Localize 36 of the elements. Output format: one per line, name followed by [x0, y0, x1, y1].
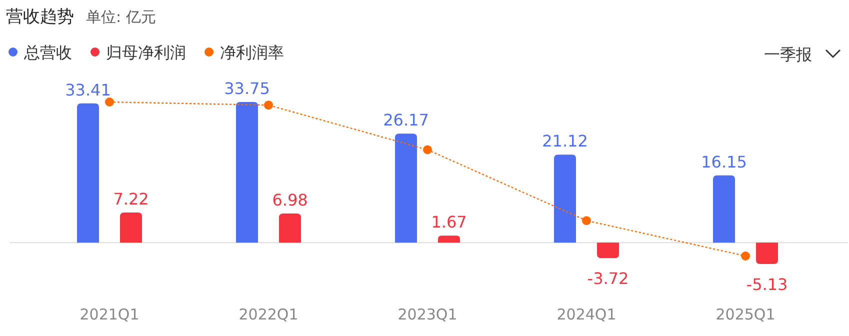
x-tick-label: 2023Q1: [398, 306, 458, 324]
bar: [236, 102, 258, 243]
bar: [554, 154, 576, 243]
legend-label: 归母净利润: [106, 43, 186, 62]
x-tick-label: 2022Q1: [238, 306, 298, 324]
bar: [395, 134, 417, 243]
bar: [756, 242, 778, 264]
legend-label: 总营收: [23, 43, 72, 62]
data-label: 7.22: [113, 190, 149, 209]
chart-title: 营收趋势: [6, 7, 74, 27]
x-tick-label: 2021Q1: [80, 306, 140, 324]
data-label: -5.13: [746, 275, 788, 294]
bar: [77, 103, 99, 243]
point: [582, 216, 591, 226]
data-label: 21.12: [542, 132, 588, 151]
data-label: -3.72: [587, 269, 629, 288]
text: 一季报: [764, 45, 812, 64]
bar: [120, 212, 142, 243]
bar: [438, 236, 460, 243]
data-label: 16.15: [701, 152, 747, 172]
data-label: 1.67: [431, 212, 467, 232]
point: [423, 145, 432, 154]
legend-label: 净利润率: [220, 43, 284, 62]
data-label: 6.98: [272, 190, 308, 210]
data-label: 26.17: [383, 110, 429, 130]
x-tick-label: 2024Q1: [556, 306, 616, 324]
point: [741, 252, 750, 260]
bar: [713, 175, 735, 243]
data-label: 33.41: [65, 80, 111, 100]
point: [105, 98, 114, 106]
data-label: 33.75: [224, 79, 270, 98]
chart-subtitle: 单位: 亿元: [86, 8, 156, 26]
bar: [279, 214, 301, 243]
point: [264, 100, 273, 110]
bar: [597, 242, 619, 258]
x-tick-label: 2025Q1: [716, 306, 776, 324]
